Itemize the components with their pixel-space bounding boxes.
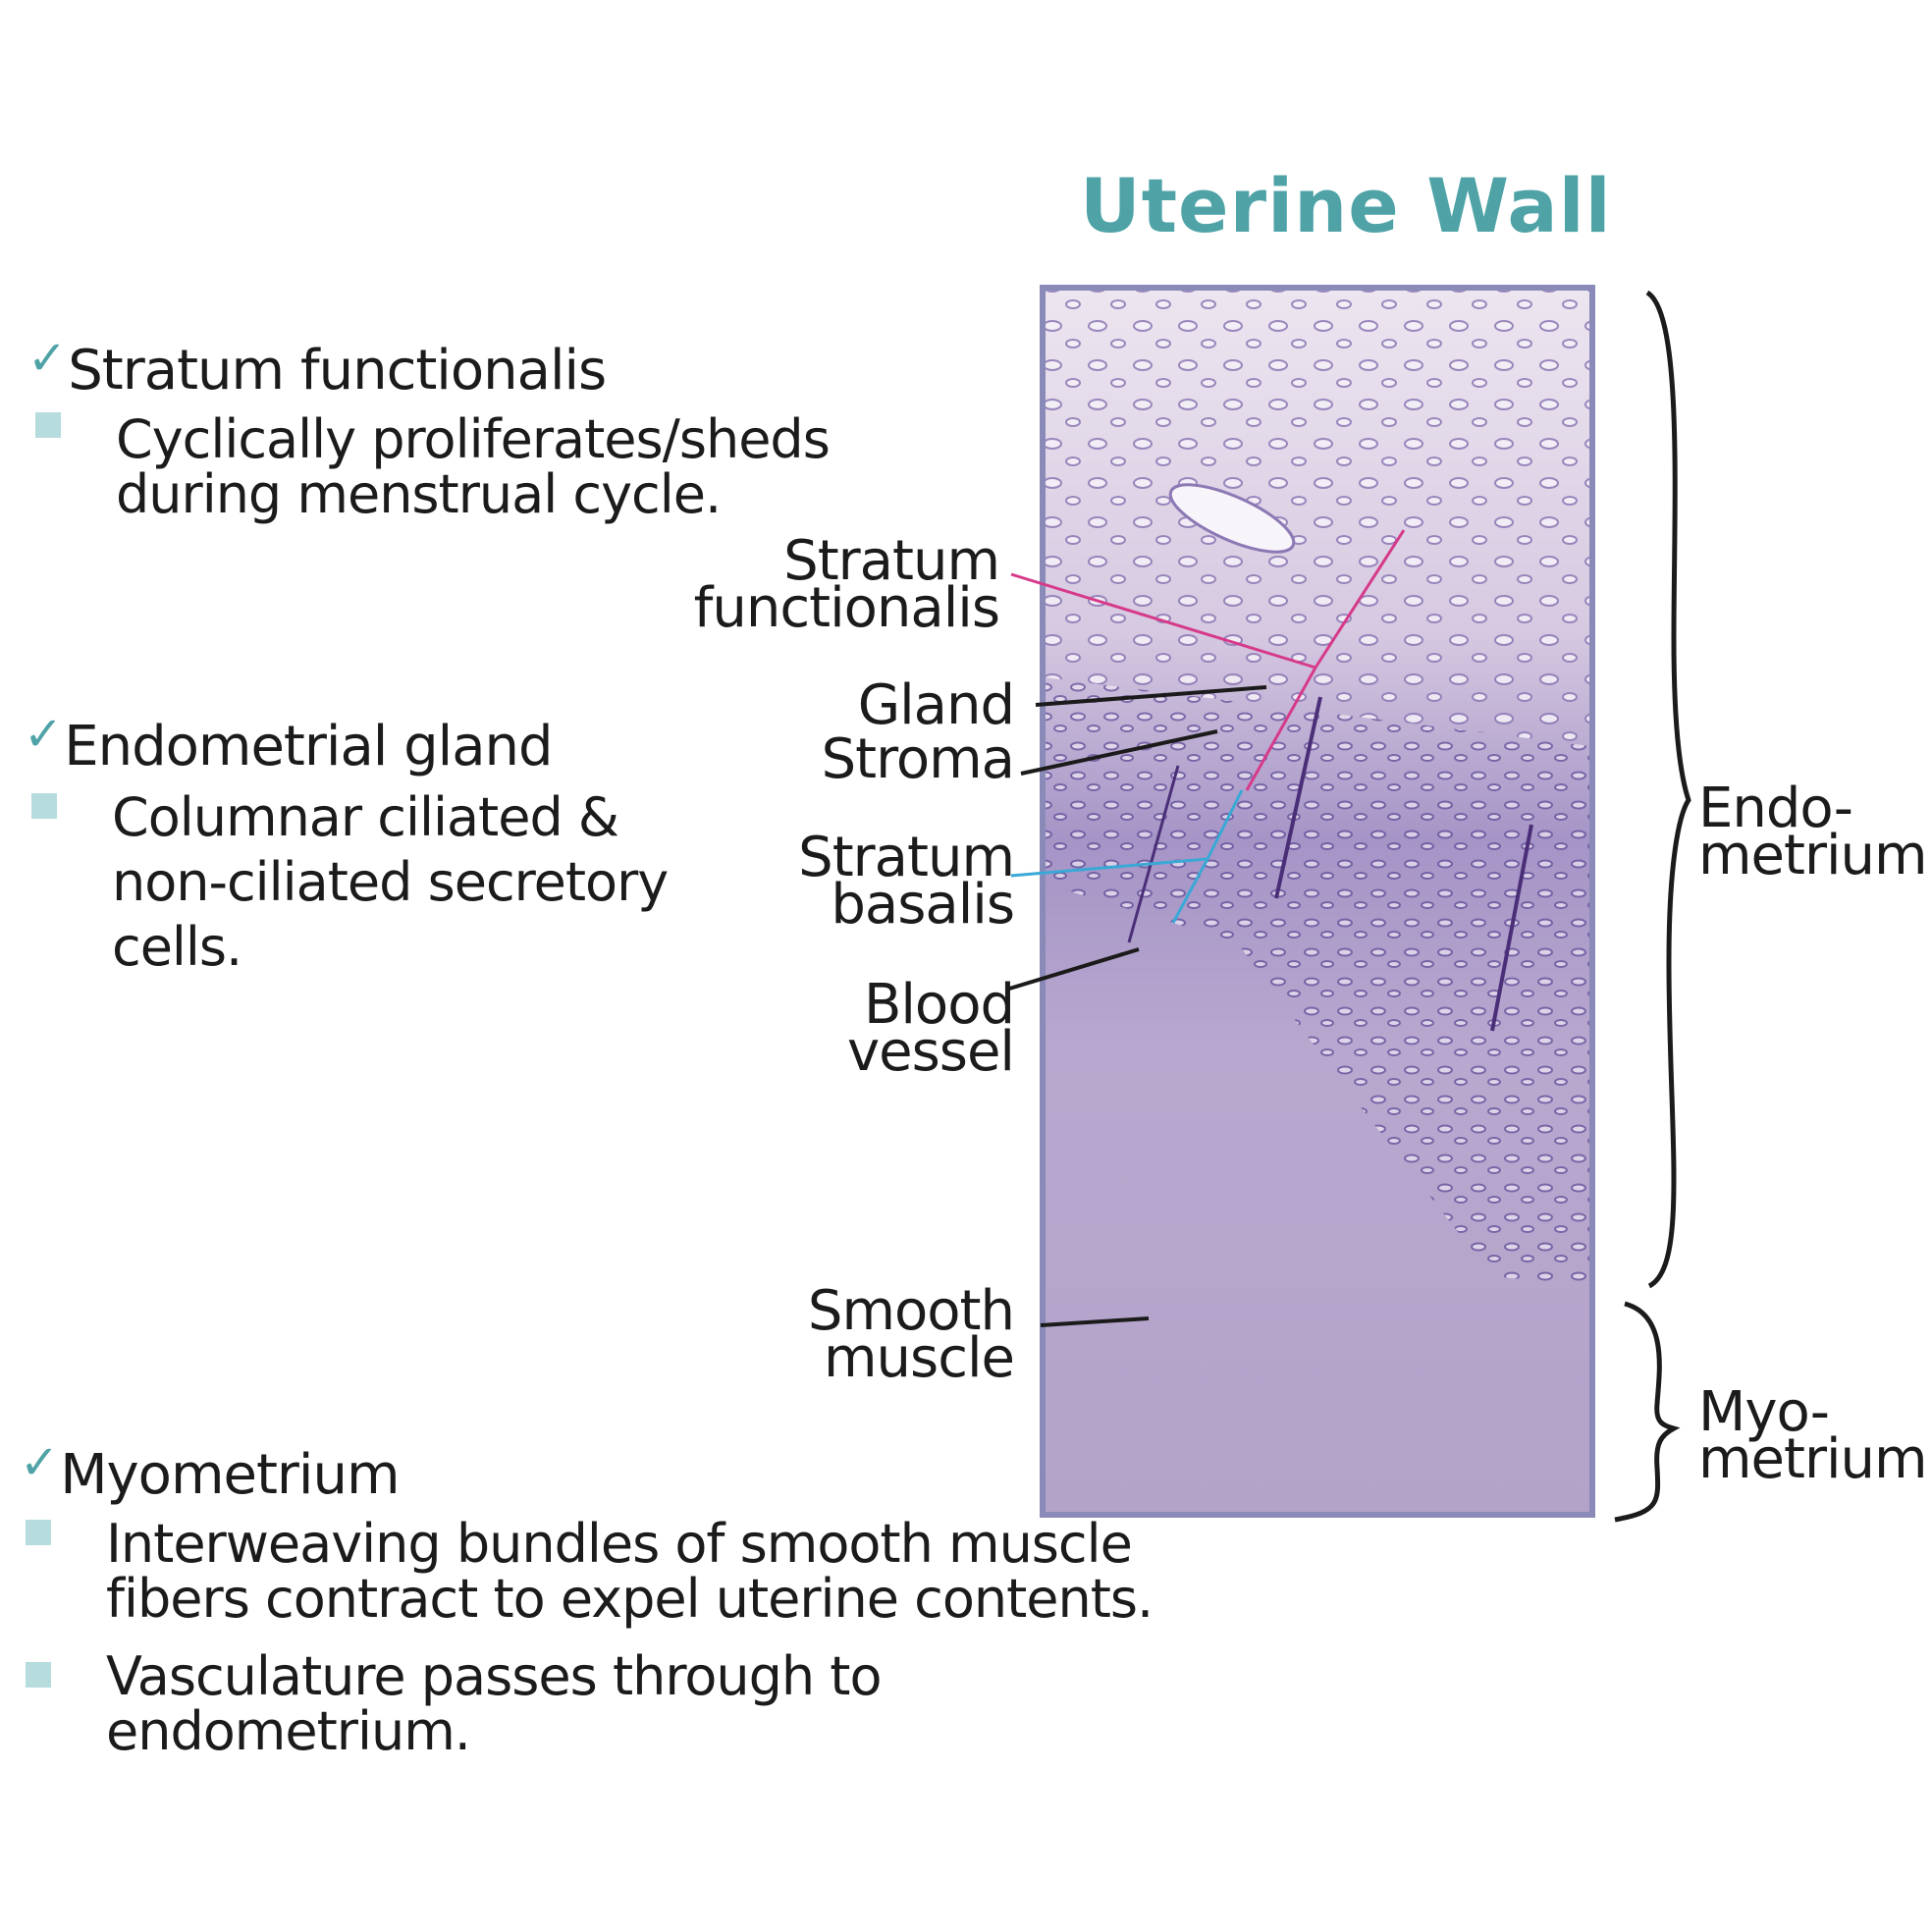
blood-vessel-streak [1274, 696, 1322, 899]
leader-line-gland [1035, 685, 1267, 707]
leader-line-blood-vessel [1005, 947, 1140, 992]
label-blood-vessel: Blood vessel [847, 973, 1015, 1084]
label-gland: Gland [857, 673, 1015, 737]
label-smooth-muscle: Smooth muscle [807, 1279, 1015, 1390]
section-heading-endometrial-gland: ✓Endometrial gland [24, 707, 554, 778]
label-stroma: Stroma [821, 727, 1015, 791]
label-endometrium: Endo- metrium [1698, 777, 1928, 887]
section-bullet-myometrium-2: Vasculature passes through to endometriu… [106, 1645, 882, 1762]
leader-line-smooth-muscle [1040, 1316, 1150, 1327]
blood-vessel-streak [1127, 765, 1180, 943]
large-gland-lumen [1168, 483, 1296, 554]
label-stratum-basalis: Stratum basalis [798, 826, 1015, 937]
section-heading-functionalis: ✓Stratum functionalis [27, 331, 607, 402]
leader-line-functionalis [1314, 529, 1406, 669]
label-stratum-functionalis: Stratum functionalis [693, 529, 1000, 640]
functionalis-gland-region [1045, 290, 1590, 746]
endometrium-brace [1645, 290, 1691, 1289]
leader-line-basalis [1171, 858, 1209, 924]
checkmark-icon: ✓ [27, 331, 67, 386]
checkmark-icon: ✓ [20, 1435, 59, 1490]
label-myometrium: Myo- metrium [1698, 1380, 1928, 1491]
bullet-square-icon [31, 793, 57, 819]
leader-line-stroma [1020, 729, 1218, 776]
bullet-square-icon [26, 1520, 51, 1545]
section-bullet-endometrial-gland: Columnar ciliated & non-ciliated secreto… [112, 786, 669, 978]
leader-line-functionalis [1245, 667, 1317, 791]
leader-line-basalis [1010, 857, 1208, 878]
blood-vessel-streak [1490, 824, 1533, 1032]
basalis-gland-band [1045, 677, 1590, 1286]
checkmark-icon: ✓ [24, 707, 63, 762]
diagram-title: Uterine Wall [1080, 162, 1612, 249]
tissue-border [1040, 285, 1595, 1518]
section-heading-myometrium: ✓Myometrium [20, 1435, 401, 1507]
bullet-square-icon [26, 1662, 51, 1688]
section-bullet-myometrium-1: Interweaving bundles of smooth muscle fi… [106, 1513, 1154, 1630]
bullet-square-icon [35, 412, 61, 438]
section-bullet-functionalis: Cyclically proliferates/sheds during men… [116, 408, 831, 525]
leader-line-functionalis [1010, 572, 1316, 670]
leader-line-basalis [1206, 789, 1244, 860]
myometrium-brace [1614, 1301, 1681, 1523]
